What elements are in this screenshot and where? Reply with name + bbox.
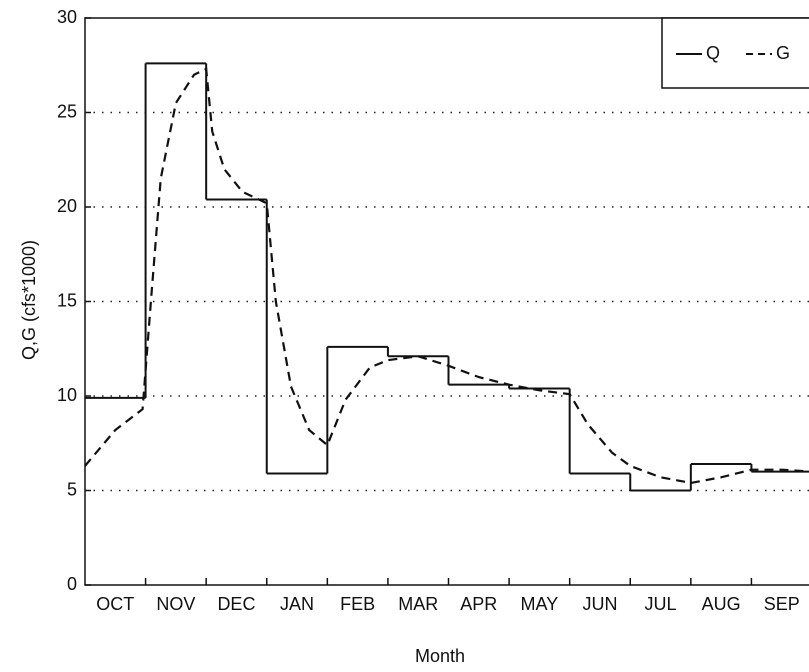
x-tick-label: NOV <box>156 594 195 614</box>
x-tick-label: MAY <box>521 594 559 614</box>
x-tick-label: JUL <box>645 594 677 614</box>
x-tick-label: JUN <box>582 594 617 614</box>
y-tick-label: 15 <box>57 290 77 310</box>
y-tick-label: 5 <box>67 479 77 499</box>
y-tick-label: 25 <box>57 101 77 121</box>
legend-label: Q <box>706 43 720 63</box>
x-tick-label: MAR <box>398 594 438 614</box>
y-axis-label: Q,G (cfs*1000) <box>19 240 39 360</box>
y-tick-label: 10 <box>57 385 77 405</box>
x-tick-label: APR <box>460 594 497 614</box>
x-tick-label: DEC <box>217 594 255 614</box>
x-tick-label: JAN <box>280 594 314 614</box>
legend-label: G <box>776 43 790 63</box>
x-tick-label: AUG <box>702 594 741 614</box>
plot-frame <box>84 17 809 586</box>
x-tick-label: SEP <box>764 594 800 614</box>
y-tick-label: 0 <box>67 574 77 594</box>
x-tick-label: OCT <box>96 594 134 614</box>
legend-box <box>661 17 809 89</box>
line-series <box>84 67 809 485</box>
x-tick-label: FEB <box>340 594 375 614</box>
x-axis-label: Month <box>415 646 465 666</box>
y-tick-label: 30 <box>57 7 77 27</box>
y-tick-label: 20 <box>57 196 77 216</box>
